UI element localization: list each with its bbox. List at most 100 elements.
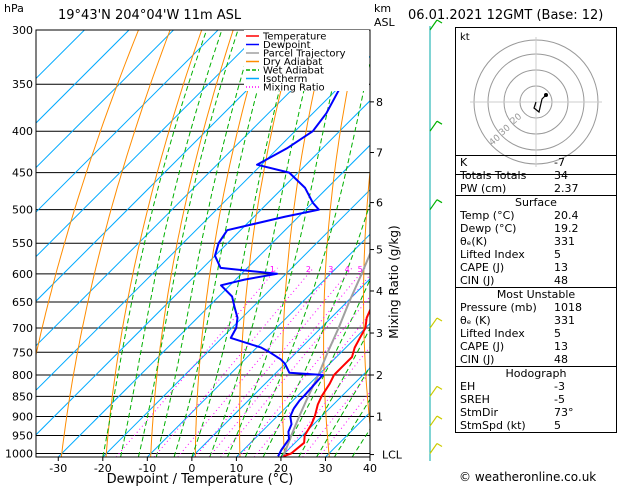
pressure-tick-label: 350: [12, 78, 33, 91]
most-unstable-value: 13: [554, 340, 568, 353]
legend-label: Mixing Ratio: [263, 83, 325, 94]
isotherm-line: [191, 278, 370, 457]
legend-label: Dewpoint: [263, 40, 311, 51]
isotherm-line: [280, 367, 370, 457]
mixing-ratio-line: [238, 295, 370, 457]
legend-label: Wet Adiabat: [263, 66, 324, 77]
wet-adiabat-line: [316, 365, 370, 457]
legend-box: [244, 30, 369, 91]
mixing-ratio-line: [177, 267, 337, 457]
mixing-ratio-label: 5: [358, 265, 363, 274]
footer-credit: © weatheronline.co.uk: [459, 470, 597, 484]
plot-frame: [35, 29, 371, 458]
wet-adiabat-line: [102, 30, 208, 457]
mixing-ratio-line: [281, 346, 370, 457]
wet-adiabat-line: [244, 59, 370, 457]
surface-label: CIN (J): [460, 274, 495, 287]
surface-value: 19.2: [554, 222, 579, 235]
hodograph-unit-label: kt: [460, 32, 470, 43]
pressure-tick-label: 550: [12, 237, 33, 250]
dry-adiabat-line: [323, 30, 360, 457]
legend-label: Parcel Trajectory: [263, 49, 346, 60]
x-tick-label: -30: [49, 462, 67, 475]
mixing-ratio-label: 3: [328, 265, 333, 274]
wet-adiabat-line: [280, 278, 370, 457]
isotherm-line: [36, 30, 263, 258]
most-unstable-label: CIN (J): [460, 353, 495, 366]
x-tick-label: -20: [94, 462, 112, 475]
pressure-tick-label: 900: [12, 410, 33, 423]
surface-row: CAPE (J) 13: [456, 261, 616, 274]
mixing-ratio-label: 1: [270, 265, 275, 274]
hodograph-stat-value: -5: [554, 393, 565, 406]
hodograph-stat-label: StmDir: [460, 406, 499, 419]
height-tick-label: 2: [376, 369, 383, 382]
isotherm-line: [236, 322, 370, 457]
most-unstable-row: θₑ (K) 331: [456, 314, 616, 327]
surface-label: Temp (°C): [460, 209, 515, 222]
mixing-ratio-axis-label: Mixing Ratio (g/kg): [387, 225, 401, 338]
x-tick-label: 40: [363, 462, 377, 475]
pressure-tick-label: 750: [12, 346, 33, 359]
wet-adiabat-line: [155, 30, 256, 457]
hodograph-stat-value: -3: [554, 380, 565, 393]
most-unstable-row: CAPE (J) 13: [456, 340, 616, 353]
isotherm-line: [36, 55, 370, 391]
hodograph-stat-row: StmSpd (kt) 5: [456, 419, 616, 432]
height-tick-label: 8: [376, 96, 383, 109]
series-temperature: [283, 307, 370, 457]
most-unstable-row: CIN (J) 48: [456, 353, 616, 366]
height-tick-label: 6: [376, 197, 383, 210]
isotherm-line: [36, 30, 174, 169]
most-unstable-row: Lifted Index 5: [456, 327, 616, 340]
most-unstable-value: 48: [554, 353, 568, 366]
pressure-tick-label: 950: [12, 429, 33, 442]
pressure-tick-label: 500: [12, 204, 33, 217]
x-tick-label: -10: [138, 462, 156, 475]
pressure-tick-label: 850: [12, 390, 33, 403]
wet-adiabat-line: [120, 30, 223, 457]
x-tick-label: 0: [188, 462, 195, 475]
isotherm-line: [36, 30, 308, 302]
index-row: Totals Totals 34: [456, 169, 616, 182]
wet-adiabat-line: [137, 30, 239, 457]
mixing-ratio-line: [115, 267, 278, 457]
most-unstable-title: Most Unstable: [496, 288, 576, 301]
index-label: K: [460, 156, 468, 169]
wind-barb: [429, 415, 443, 427]
legend-label: Isotherm: [263, 74, 307, 85]
surface-value: 20.4: [554, 209, 579, 222]
dry-adiabat-line: [238, 30, 297, 457]
pressure-tick-label: 450: [12, 167, 33, 180]
hodograph-table-title: Hodograph: [505, 367, 567, 380]
surface-label: Dewp (°C): [460, 222, 517, 235]
hodograph-stat-row: StmDir 73°: [456, 406, 616, 419]
isotherm-line: [57, 144, 370, 457]
most-unstable-value: 331: [554, 314, 575, 327]
x-tick-label: 10: [229, 462, 243, 475]
index-label: Totals Totals: [460, 169, 527, 182]
dry-adiabat-line: [105, 30, 203, 457]
pressure-unit-label: hPa: [4, 2, 24, 15]
wind-barb: [429, 385, 443, 397]
surface-label: θₑ(K): [460, 235, 488, 248]
mixing-ratio-line: [302, 371, 370, 457]
isotherm-line: [36, 30, 219, 213]
surface-title: Surface: [515, 196, 557, 209]
location-title: 19°43'N 204°04'W 11m ASL: [58, 8, 242, 23]
mixing-ratio-line: [253, 313, 370, 457]
dry-adiabat-line: [150, 30, 234, 457]
mixing-ratio-line: [208, 267, 366, 457]
dry-adiabat-line: [402, 30, 423, 457]
most-unstable-label: Pressure (mb): [460, 301, 537, 314]
surface-value: 13: [554, 261, 568, 274]
hodograph-stat-value: 5: [554, 419, 561, 432]
pressure-tick-label: 300: [12, 24, 33, 37]
wet-adiabat-line: [298, 327, 370, 457]
isotherm-line: [36, 30, 353, 347]
hodograph-stat-label: EH: [460, 380, 476, 393]
index-value: 34: [554, 169, 568, 182]
x-tick-label: 30: [318, 462, 332, 475]
